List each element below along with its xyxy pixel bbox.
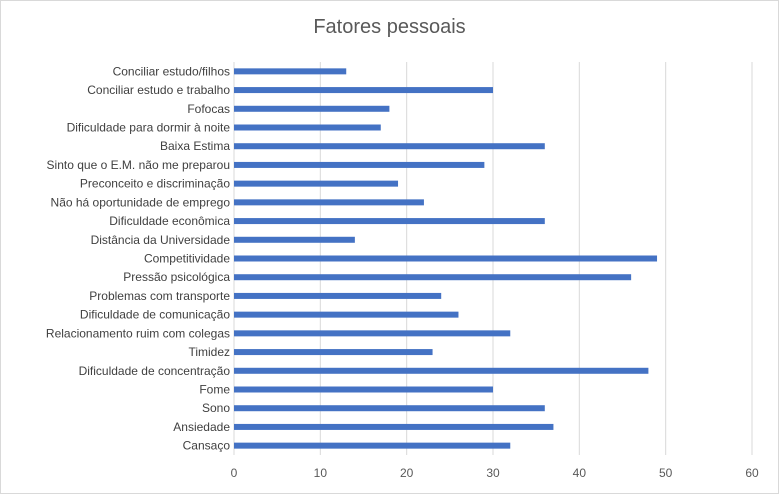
category-label: Conciliar estudo/filhos xyxy=(113,64,230,78)
bar xyxy=(234,423,554,430)
bar xyxy=(234,218,545,225)
bar xyxy=(234,143,545,150)
bar xyxy=(234,199,424,206)
x-tick-label: 10 xyxy=(314,466,328,480)
chart-title: Fatores pessoais xyxy=(313,16,466,38)
category-label: Pressão psicológica xyxy=(123,270,230,284)
bar xyxy=(234,405,545,412)
bar xyxy=(234,87,493,94)
category-label: Problemas com transporte xyxy=(89,289,230,303)
x-tick-label: 30 xyxy=(486,466,500,480)
bar xyxy=(234,311,459,318)
category-label: Sinto que o E.M. não me preparou xyxy=(47,158,230,172)
bar xyxy=(234,68,347,75)
category-label: Não há oportunidade de emprego xyxy=(51,195,231,209)
category-label: Timidez xyxy=(188,345,230,359)
x-tick-label: 0 xyxy=(231,466,238,480)
category-label: Sono xyxy=(202,401,230,415)
category-label: Dificuldade de comunicação xyxy=(80,308,230,322)
bar xyxy=(234,274,632,281)
bar xyxy=(234,255,658,262)
category-label: Ansiedade xyxy=(173,420,230,434)
category-label: Dificuldade para dormir à noite xyxy=(67,121,231,135)
x-tick-label: 60 xyxy=(745,466,759,480)
category-label: Dificuldade de concentração xyxy=(79,364,231,378)
category-label: Dificuldade econômica xyxy=(109,214,230,228)
category-label: Relacionamento ruim com colegas xyxy=(46,326,230,340)
bar xyxy=(234,180,399,187)
category-label: Fofocas xyxy=(187,102,230,116)
bar xyxy=(234,330,511,337)
category-label: Fome xyxy=(199,383,230,397)
bar xyxy=(234,105,390,112)
bar xyxy=(234,349,433,356)
category-label: Baixa Estima xyxy=(160,139,230,153)
bar xyxy=(234,386,493,393)
category-label: Distância da Universidade xyxy=(91,233,231,247)
bar xyxy=(234,236,355,243)
x-tick-label: 50 xyxy=(659,466,673,480)
bar xyxy=(234,161,485,168)
x-tick-label: 40 xyxy=(573,466,587,480)
x-tick-label: 20 xyxy=(400,466,414,480)
category-label: Competitividade xyxy=(144,252,230,266)
bar xyxy=(234,367,649,374)
bar xyxy=(234,442,511,449)
category-label: Preconceito e discriminação xyxy=(80,177,230,191)
category-label: Cansaço xyxy=(183,439,231,453)
bar xyxy=(234,292,442,299)
bar xyxy=(234,124,381,131)
category-label: Conciliar estudo e trabalho xyxy=(87,83,230,97)
